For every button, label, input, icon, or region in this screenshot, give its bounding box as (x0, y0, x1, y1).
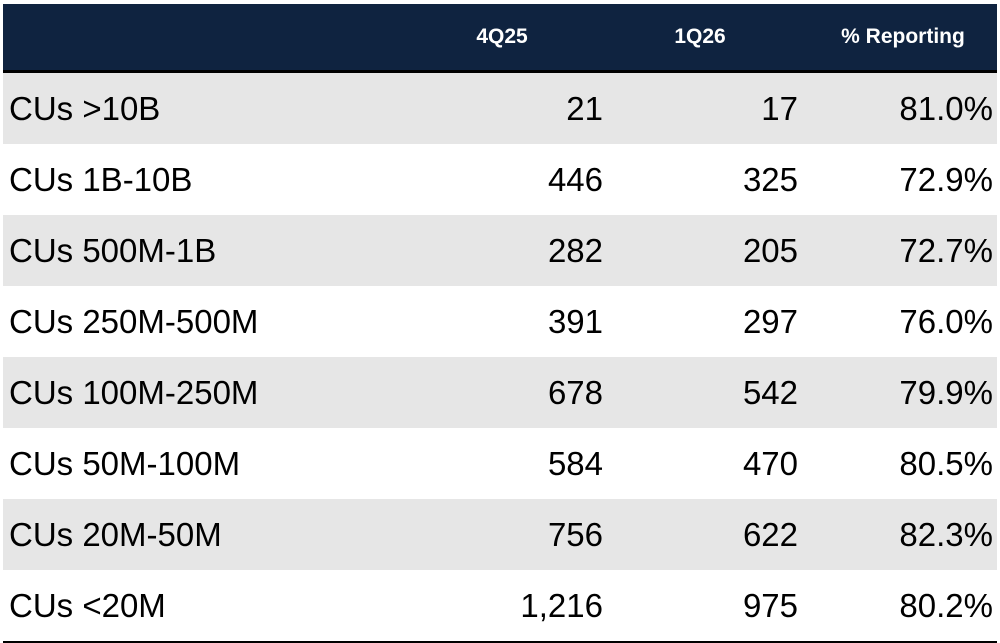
table-row: CUs 100M-250M 678 542 79.9% (3, 357, 997, 428)
cell-1q26: 975 (742, 587, 798, 624)
cell-1q26: 325 (742, 161, 798, 198)
table-row: CUs 50M-100M 584 470 80.5% (3, 428, 997, 499)
cell-pct-reporting: 76.0% (899, 303, 993, 340)
cell-1q26: 542 (742, 374, 798, 411)
cell-4q25: 282 (547, 232, 603, 269)
table-row: CUs 250M-500M 391 297 76.0% (3, 286, 997, 357)
row-label: CUs >10B (9, 90, 161, 127)
header-4q25: 4Q25 (476, 25, 528, 48)
table-row: CUs >10B 21 17 81.0% (3, 73, 997, 144)
cell-pct-reporting: 82.3% (899, 516, 993, 553)
cell-4q25: 678 (547, 374, 603, 411)
cell-pct-reporting: 80.2% (899, 587, 993, 624)
cell-pct-reporting: 72.9% (899, 161, 993, 198)
cell-4q25: 584 (547, 445, 603, 482)
cell-1q26: 297 (742, 303, 798, 340)
cell-4q25: 756 (547, 516, 603, 553)
row-label: CUs 50M-100M (9, 445, 241, 482)
cell-4q25: 391 (547, 303, 603, 340)
row-label: CUs 500M-1B (9, 232, 217, 269)
cell-1q26: 470 (742, 445, 798, 482)
table-row: CUs 20M-50M 756 622 82.3% (3, 499, 997, 570)
table-row: CUs 500M-1B 282 205 72.7% (3, 215, 997, 286)
row-label: CUs 100M-250M (9, 374, 259, 411)
header-pct-reporting: % Reporting (841, 25, 965, 48)
reporting-table: 4Q25 1Q26 % Reporting CUs >10B 21 17 81.… (3, 4, 997, 643)
cell-pct-reporting: 81.0% (899, 90, 993, 127)
cell-pct-reporting: 79.9% (899, 374, 993, 411)
cell-1q26: 17 (761, 90, 798, 127)
cell-pct-reporting: 80.5% (899, 445, 993, 482)
row-label: CUs 250M-500M (9, 303, 259, 340)
row-label: CUs 20M-50M (9, 516, 222, 553)
cell-4q25: 21 (566, 90, 603, 127)
cell-1q26: 205 (742, 232, 798, 269)
header-1q26: 1Q26 (674, 25, 726, 48)
table-header-row: 4Q25 1Q26 % Reporting (3, 4, 997, 73)
cell-1q26: 622 (742, 516, 798, 553)
table-row: CUs 1B-10B 446 325 72.9% (3, 144, 997, 215)
cell-4q25: 1,216 (520, 587, 603, 624)
row-label: CUs <20M (9, 587, 166, 624)
row-label: CUs 1B-10B (9, 161, 193, 198)
cell-pct-reporting: 72.7% (899, 232, 993, 269)
table-body: CUs >10B 21 17 81.0% CUs 1B-10B 446 325 … (3, 73, 997, 643)
table-row: CUs <20M 1,216 975 80.2% (3, 570, 997, 643)
cell-4q25: 446 (547, 161, 603, 198)
